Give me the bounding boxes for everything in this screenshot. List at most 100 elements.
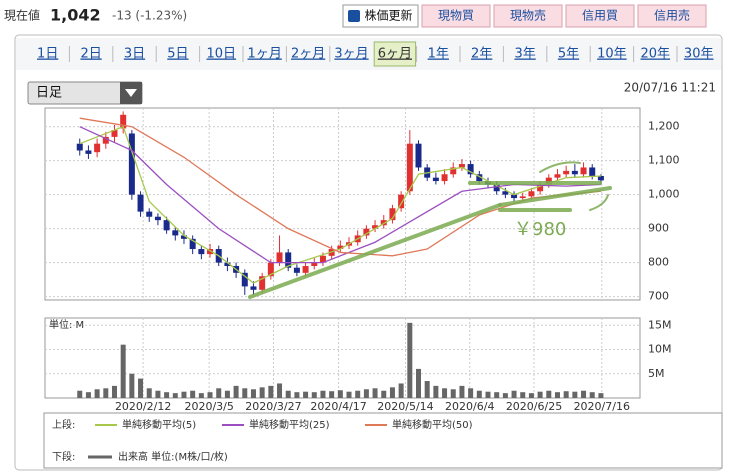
- drawings: [248, 161, 612, 299]
- candle-body: [372, 225, 379, 229]
- tab[interactable]: 2ヶ月: [291, 47, 325, 62]
- volume-bar: [120, 344, 126, 398]
- legend-box: [43, 412, 723, 469]
- legend-label: 単純移動平均(25): [249, 418, 330, 431]
- trend-line: [248, 203, 502, 299]
- dropdown-arrow: [125, 89, 137, 97]
- tab[interactable]: 3年: [514, 47, 535, 62]
- volume-bar: [476, 390, 482, 398]
- volume-bar: [416, 368, 422, 398]
- tab[interactable]: 2日: [80, 47, 101, 62]
- candle-body: [120, 114, 127, 129]
- volume-bar: [111, 385, 117, 398]
- volume-bar: [77, 390, 83, 398]
- x-tick-label: 2020/2/12: [115, 400, 171, 413]
- tab[interactable]: 10年: [597, 47, 627, 62]
- candle-body: [241, 272, 248, 287]
- volume-bar: [520, 392, 526, 398]
- candle-body: [76, 143, 83, 151]
- volume-bar: [494, 392, 500, 398]
- candle-body: [589, 167, 596, 176]
- volume-bar: [381, 390, 387, 398]
- price-label: 現在値: [4, 8, 40, 23]
- candle-body: [85, 150, 92, 154]
- candle-body: [259, 276, 266, 290]
- tab[interactable]: 20年: [641, 47, 671, 62]
- volume-bar: [450, 389, 456, 398]
- volume-bar: [224, 390, 230, 398]
- button[interactable]: [565, 4, 635, 28]
- tab[interactable]: 10日: [207, 47, 237, 62]
- volume-bar: [589, 392, 595, 398]
- x-tick-label: 2020/4/17: [310, 400, 366, 413]
- volume-bar: [554, 392, 560, 398]
- y-tick-label: 5M: [648, 367, 665, 380]
- tab[interactable]: 30年: [684, 47, 714, 62]
- ma-line: [79, 125, 601, 284]
- candle-body: [458, 164, 465, 168]
- button[interactable]: [421, 4, 491, 28]
- volume-bar: [398, 383, 404, 398]
- button[interactable]: [342, 4, 419, 28]
- candle-body: [406, 143, 413, 192]
- x-tick-label: 2020/6/4: [445, 400, 494, 413]
- candle-body: [537, 184, 544, 192]
- dropdown-label: 日足: [36, 86, 62, 101]
- button[interactable]: [637, 4, 707, 28]
- tab[interactable]: 1日: [37, 47, 58, 62]
- unit-label: 単位: M: [49, 318, 84, 331]
- button[interactable]: [493, 4, 563, 28]
- volume-bar: [329, 391, 335, 398]
- volume-bar: [363, 389, 369, 398]
- tab[interactable]: 3ヶ月: [334, 47, 368, 62]
- candle-body: [519, 196, 526, 199]
- timestamp: 20/07/16 11:21: [624, 81, 716, 95]
- y-tick-label: 900: [648, 222, 669, 235]
- price-panel: [44, 107, 641, 301]
- tab[interactable]: 3日: [124, 47, 145, 62]
- legend-label: 単純移動平均(5): [122, 418, 196, 431]
- tab-bar: [16, 38, 721, 70]
- volume-bar: [511, 390, 517, 398]
- volume-bar: [424, 381, 430, 398]
- volume-bar: [85, 392, 91, 398]
- x-tick-label: 2020/5/14: [377, 400, 433, 413]
- price: 1,042: [50, 6, 101, 25]
- candle-body: [476, 174, 483, 182]
- y-tick-label: 1,200: [648, 120, 680, 133]
- y-tick-label: 1,000: [648, 188, 680, 201]
- candle-body: [189, 238, 196, 250]
- y-tick-label: 800: [648, 256, 669, 269]
- arrow: [589, 194, 609, 211]
- arrow: [539, 161, 581, 173]
- volume-bar: [346, 391, 352, 398]
- volume-bar: [537, 391, 543, 398]
- button-label: 信用売: [654, 8, 690, 23]
- x-tick-label: 2020/6/25: [506, 400, 562, 413]
- tab[interactable]: 5日: [167, 47, 188, 62]
- volume-bar: [216, 388, 222, 398]
- tab[interactable]: 2年: [471, 47, 492, 62]
- candle-body: [311, 262, 318, 267]
- tab[interactable]: 1年: [428, 47, 449, 62]
- tab[interactable]: 6ヶ月: [378, 47, 412, 62]
- volume-bar: [372, 388, 378, 398]
- volume-bar: [277, 383, 283, 398]
- candle-body: [111, 130, 118, 137]
- volume-bar: [502, 393, 508, 398]
- volume-bar: [285, 390, 291, 398]
- active-tab: [373, 41, 417, 67]
- tab[interactable]: 1ヶ月: [248, 47, 282, 62]
- y-tick-label: 15M: [648, 318, 672, 331]
- y-tick-label: 10M: [648, 343, 672, 356]
- candle-body: [180, 235, 187, 239]
- button-label: 信用買: [582, 9, 618, 23]
- candle-body: [502, 191, 509, 195]
- volume-bar: [355, 390, 361, 398]
- tab[interactable]: 5年: [558, 47, 579, 62]
- volume-bar: [407, 322, 413, 398]
- y-tick-label: 700: [648, 290, 669, 303]
- trend-line: [498, 186, 612, 207]
- volume-bar: [442, 388, 448, 398]
